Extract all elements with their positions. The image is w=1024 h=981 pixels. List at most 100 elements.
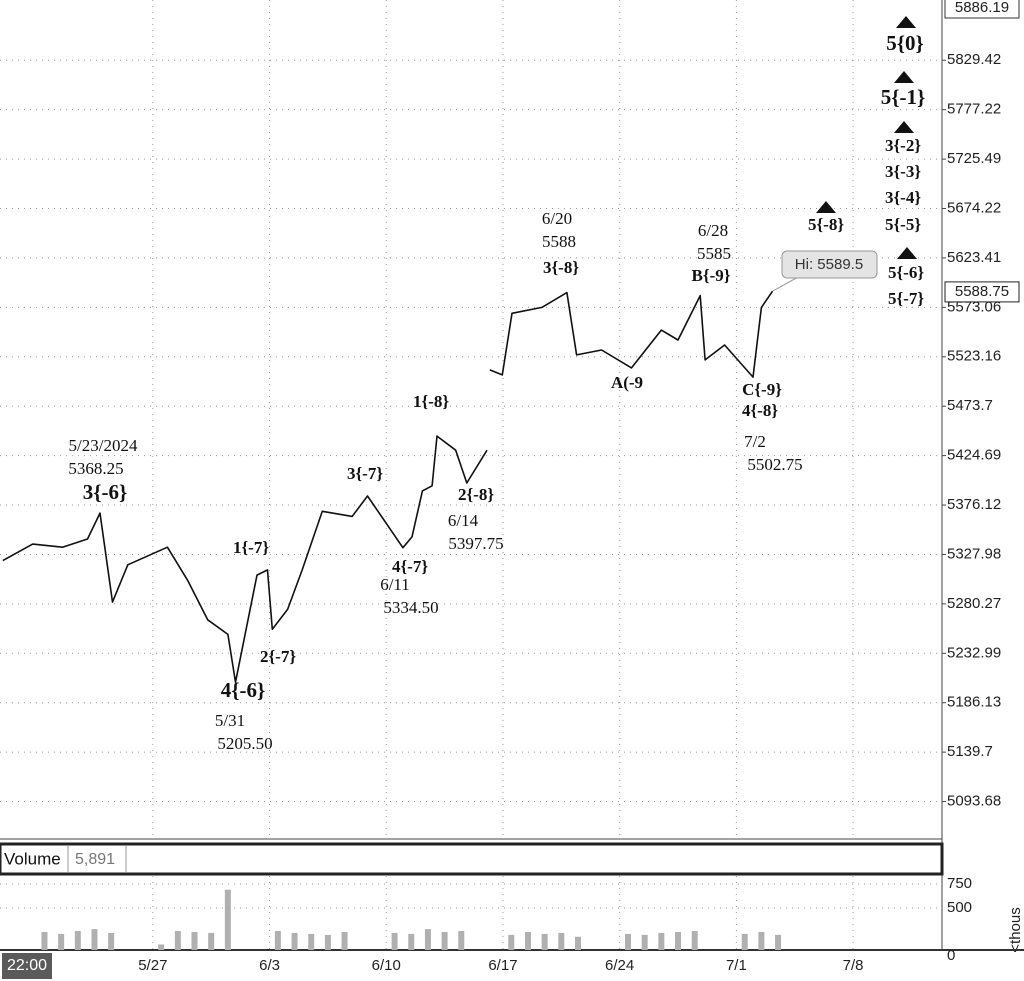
volume-bar	[441, 931, 448, 950]
volume-bar	[158, 944, 165, 950]
wave-label: 3{-6}	[83, 480, 128, 504]
x-tick-label: 6/24	[605, 957, 634, 974]
y-tick-label: 5280.27	[947, 595, 1001, 612]
target-marker	[894, 71, 914, 83]
wave-label: 5{-6}	[888, 263, 924, 282]
volume-bar	[291, 932, 298, 950]
volume-bar	[541, 933, 548, 950]
volume-bar	[208, 932, 215, 950]
volume-bar	[308, 933, 315, 950]
volume-bar	[58, 933, 65, 950]
volume-bars	[41, 889, 782, 950]
wave-label: 2{-7}	[260, 647, 296, 666]
volume-bar	[675, 931, 682, 950]
volume-bar	[558, 932, 565, 950]
wave-label: A(-9	[611, 373, 643, 392]
volume-bar	[758, 931, 765, 950]
y-tick-label: 0	[947, 947, 955, 964]
volume-bar	[625, 933, 631, 950]
wave-label: 5588	[542, 232, 576, 251]
wave-label: 3{-3}	[885, 162, 921, 181]
wave-label: 5{-8}	[808, 215, 844, 234]
wave-label: 3{-8}	[543, 258, 579, 277]
wave-label: 6/28	[698, 221, 728, 240]
volume-current: 5,891	[75, 851, 115, 868]
y-tick-label: 5473.7	[947, 397, 993, 414]
y-tick-label: 5139.7	[947, 743, 993, 760]
top-value-box	[944, 0, 1020, 19]
wave-label: 5{-5}	[885, 215, 921, 234]
volume-bar	[658, 932, 665, 950]
target-marker	[897, 247, 917, 259]
volume-title: Volume	[4, 849, 61, 868]
x-tick-label: 7/8	[843, 957, 864, 974]
x-tick-label: 6/17	[488, 957, 517, 974]
wave-label: 5585	[697, 244, 731, 263]
y-tick-label: 5232.99	[947, 644, 1001, 661]
wave-label: 5205.50	[217, 734, 272, 753]
target-marker	[896, 16, 916, 28]
volume-bar	[108, 932, 115, 950]
wave-label: 6/11	[380, 575, 410, 594]
volume-bar	[391, 932, 398, 950]
volume-bar	[324, 934, 331, 950]
y-tick-label: 5623.41	[947, 249, 1001, 266]
wave-label: C{-9}	[742, 380, 782, 399]
wave-label: 5{-7}	[888, 289, 924, 308]
x-tick-label: 5/27	[138, 957, 167, 974]
wave-label: 1{-8}	[413, 392, 449, 411]
wave-label: 3{-7}	[347, 464, 383, 483]
wave-label: 5397.75	[448, 534, 503, 553]
y-tick-label: 500	[947, 899, 972, 916]
y-tick-label: 5376.12	[947, 496, 1001, 513]
wave-label: 5/23/2024	[69, 436, 138, 455]
volume-bar	[641, 934, 648, 950]
last-price: 5588.75	[955, 283, 1009, 300]
volume-bar	[341, 931, 348, 950]
volume-bar	[741, 933, 748, 950]
volume-bar	[424, 929, 431, 950]
wave-label: B{-9}	[692, 266, 731, 285]
target-marker	[894, 121, 914, 133]
y-tick-label: 750	[947, 875, 972, 892]
callout-label: Hi: 5589.5	[795, 256, 863, 273]
start-label-box	[2, 953, 52, 979]
volume-bar	[775, 934, 782, 950]
wave-label: 5368.25	[68, 459, 123, 478]
volume-bar	[91, 929, 98, 950]
wave-label: 3{-4}	[885, 188, 921, 207]
volume-bar	[691, 931, 698, 950]
wave-label: 7/2	[744, 432, 766, 451]
wave-label: 4{-7}	[392, 557, 428, 576]
x-tick-label: 6/10	[372, 957, 401, 974]
callout-pointer	[772, 275, 801, 292]
wave-label: 6/20	[542, 209, 572, 228]
volume-bar	[174, 931, 181, 950]
wave-label: 4{-8}	[742, 401, 778, 420]
last-price-box	[944, 281, 1020, 303]
wave-label: 5{-1}	[881, 85, 926, 109]
volume-bar	[74, 931, 81, 950]
wave-label: 5334.50	[383, 598, 438, 617]
wave-label: 6/14	[448, 511, 479, 530]
volume-bar	[274, 931, 281, 950]
wave-label: 4{-6}	[221, 678, 266, 702]
volume-bar	[574, 936, 581, 950]
volume-bar	[224, 889, 231, 950]
y-tick-label: 5573.06	[947, 298, 1001, 315]
wave-label: 5/31	[215, 711, 245, 730]
volume-axis-label: <thous	[1007, 907, 1024, 952]
y-tick-label: 5327.98	[947, 545, 1001, 562]
volume-bar	[408, 933, 415, 950]
wave-label: 5502.75	[747, 455, 802, 474]
y-tick-label: 5777.22	[947, 101, 1001, 118]
y-tick-label: 5674.22	[947, 199, 1001, 216]
x-tick-label: 7/1	[726, 957, 747, 974]
wave-label: 3{-2}	[885, 136, 921, 155]
volume-bar	[458, 931, 465, 950]
target-marker	[816, 201, 836, 213]
y-tick-label: 5424.69	[947, 447, 1001, 464]
